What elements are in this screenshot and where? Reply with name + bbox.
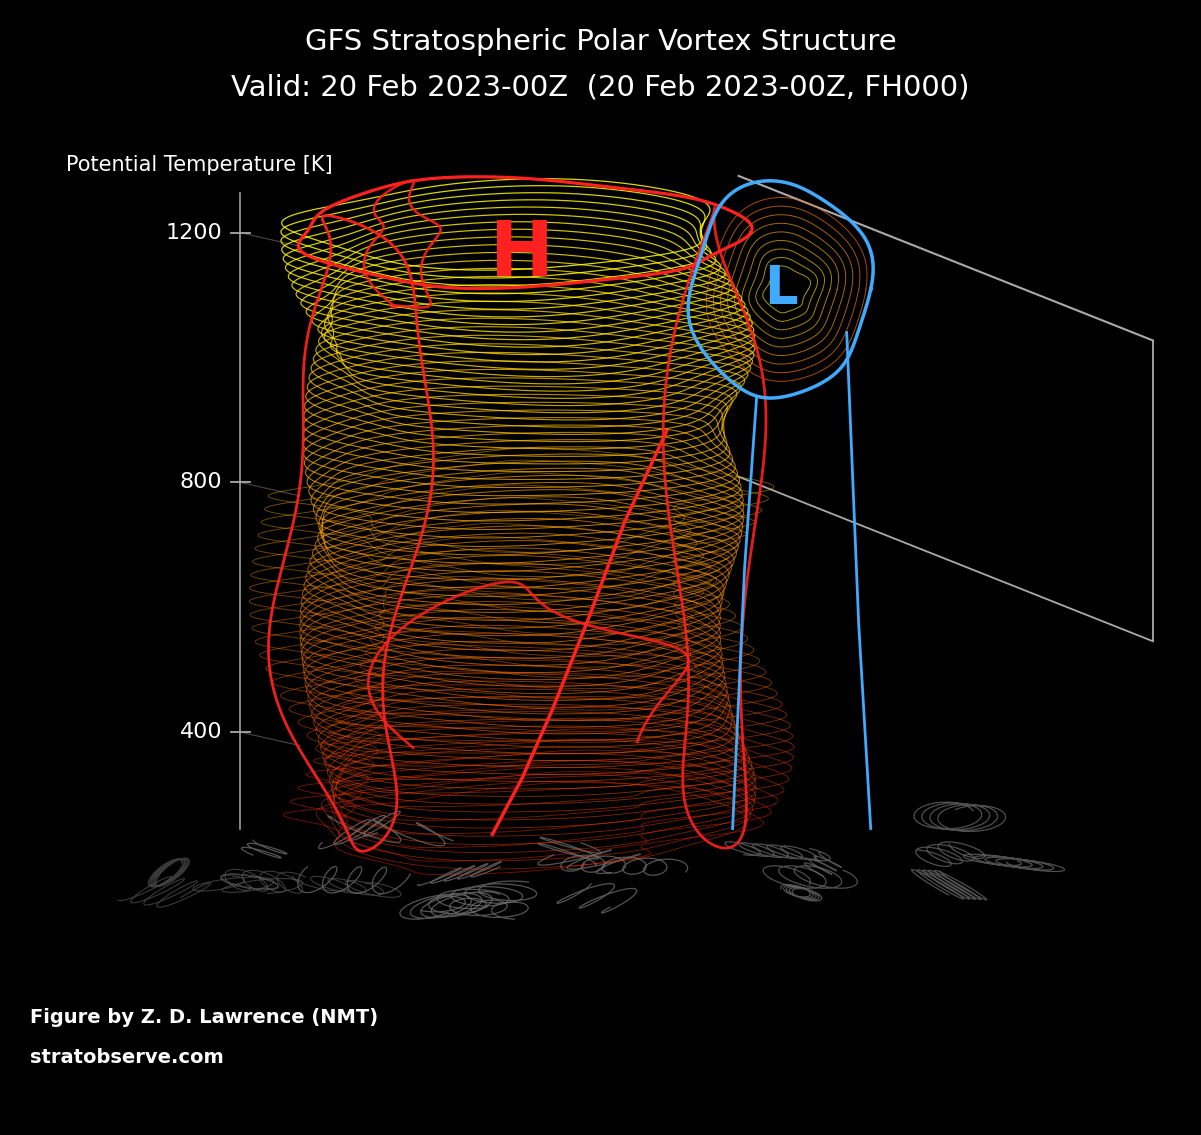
Text: stratobserve.com: stratobserve.com <box>30 1048 223 1067</box>
Text: L: L <box>764 263 797 316</box>
Text: Figure by Z. D. Lawrence (NMT): Figure by Z. D. Lawrence (NMT) <box>30 1008 378 1027</box>
Text: 800: 800 <box>180 472 222 493</box>
Text: 400: 400 <box>180 722 222 742</box>
Text: H: H <box>490 218 555 293</box>
Text: GFS Stratospheric Polar Vortex Structure: GFS Stratospheric Polar Vortex Structure <box>305 28 896 57</box>
Text: Valid: 20 Feb 2023-00Z  (20 Feb 2023-00Z, FH000): Valid: 20 Feb 2023-00Z (20 Feb 2023-00Z,… <box>232 74 969 102</box>
Text: Potential Temperature [K]: Potential Temperature [K] <box>66 154 333 175</box>
Text: 1200: 1200 <box>166 222 222 243</box>
